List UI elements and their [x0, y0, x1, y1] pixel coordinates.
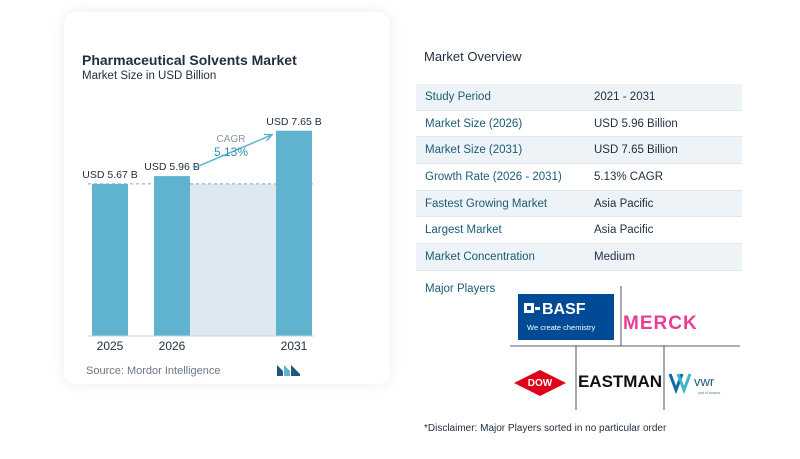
merck-logo: MERCK — [623, 313, 698, 334]
bar-chart: USD 5.67 B 2025 USD 5.96 B 2026 USD 7.65 B 20… — [82, 116, 321, 353]
overview-row-label: Market Concentration — [425, 250, 535, 263]
overview-row: Largest Market Asia Pacific — [416, 217, 742, 245]
basf-wordmark: BASF — [542, 301, 586, 318]
cagr-label: CAGR — [217, 134, 246, 145]
disclaimer: *Disclaimer: Major Players sorted in no … — [424, 423, 667, 434]
overview-row: Study Period 2021 - 2031 — [416, 84, 742, 111]
cagr-value: 5.13% — [214, 145, 248, 159]
overview-row-value: USD 5.96 Billion — [594, 117, 678, 130]
bar-value-label: USD 7.65 B — [266, 116, 321, 128]
vwr-logo: vwr part of avantor — [668, 373, 721, 395]
overview-row: Fastest Growing Market Asia Pacific — [416, 190, 742, 218]
bar-value-label: USD 5.96 B — [144, 161, 199, 173]
eastman-logo: EASTMAN — [578, 372, 662, 391]
cagr-arrow-head — [263, 133, 274, 142]
mordor-intelligence-logo — [277, 365, 300, 376]
overview-row: Growth Rate (2026 - 2031) 5.13% CAGR — [416, 164, 742, 191]
overview-row-label: Market Size (2031) — [425, 144, 523, 157]
overview-row-label: Market Size (2026) — [425, 117, 523, 130]
x-tick-label: 2025 — [97, 339, 124, 353]
overview-row-value: Asia Pacific — [594, 197, 654, 210]
overview-row-label: Largest Market — [425, 224, 502, 237]
market-overview-table: Study Period 2021 - 2031 Market Size (2026… — [416, 84, 742, 271]
bar-2031 — [276, 130, 312, 336]
market-overview-title: Market Overview — [424, 49, 522, 64]
merck-wordmark: MERCK — [623, 313, 698, 334]
overview-row-label: Study Period — [425, 90, 491, 103]
vwr-tagline: part of avantor — [698, 391, 721, 395]
overview-row-label: Fastest Growing Market — [425, 197, 548, 210]
x-tick-label: 2031 — [281, 339, 308, 353]
major-players-logos: BASF We create chemistry MERCK DOW EASTM… — [510, 286, 740, 410]
growth-shade-area — [190, 183, 276, 336]
overview-row-value: 2021 - 2031 — [594, 90, 656, 103]
overview-row: Market Concentration Medium — [416, 244, 742, 271]
overview-row-label: Growth Rate (2026 - 2031) — [425, 170, 562, 183]
major-players-label: Major Players — [425, 283, 496, 295]
dow-wordmark: DOW — [528, 378, 553, 389]
dow-logo: DOW — [514, 370, 566, 396]
bar-value-label: USD 5.67 B — [82, 169, 137, 181]
overview-row: Market Size (2031) USD 7.65 Billion — [416, 137, 742, 165]
vwr-wordmark: vwr — [694, 374, 715, 389]
eastman-wordmark: EASTMAN — [578, 372, 662, 391]
x-tick-label: 2026 — [159, 339, 186, 353]
overview-row-value: Asia Pacific — [594, 224, 654, 237]
overview-row-value: Medium — [594, 250, 635, 263]
bar-2026 — [154, 176, 190, 336]
overview-row-value: USD 7.65 Billion — [594, 144, 678, 157]
overview-row: Market Size (2026) USD 5.96 Billion — [416, 111, 742, 138]
bar-2025 — [92, 183, 128, 336]
chart-title: Pharmaceutical Solvents Market — [82, 52, 297, 68]
chart-subtitle: Market Size in USD Billion — [82, 70, 217, 82]
overview-row-value: 5.13% CAGR — [594, 170, 664, 183]
basf-tagline: We create chemistry — [527, 323, 595, 332]
cagr-arrow-line — [193, 134, 273, 169]
source-text: Source: Mordor Intelligence — [86, 365, 221, 377]
basf-logo: BASF We create chemistry — [518, 294, 614, 340]
